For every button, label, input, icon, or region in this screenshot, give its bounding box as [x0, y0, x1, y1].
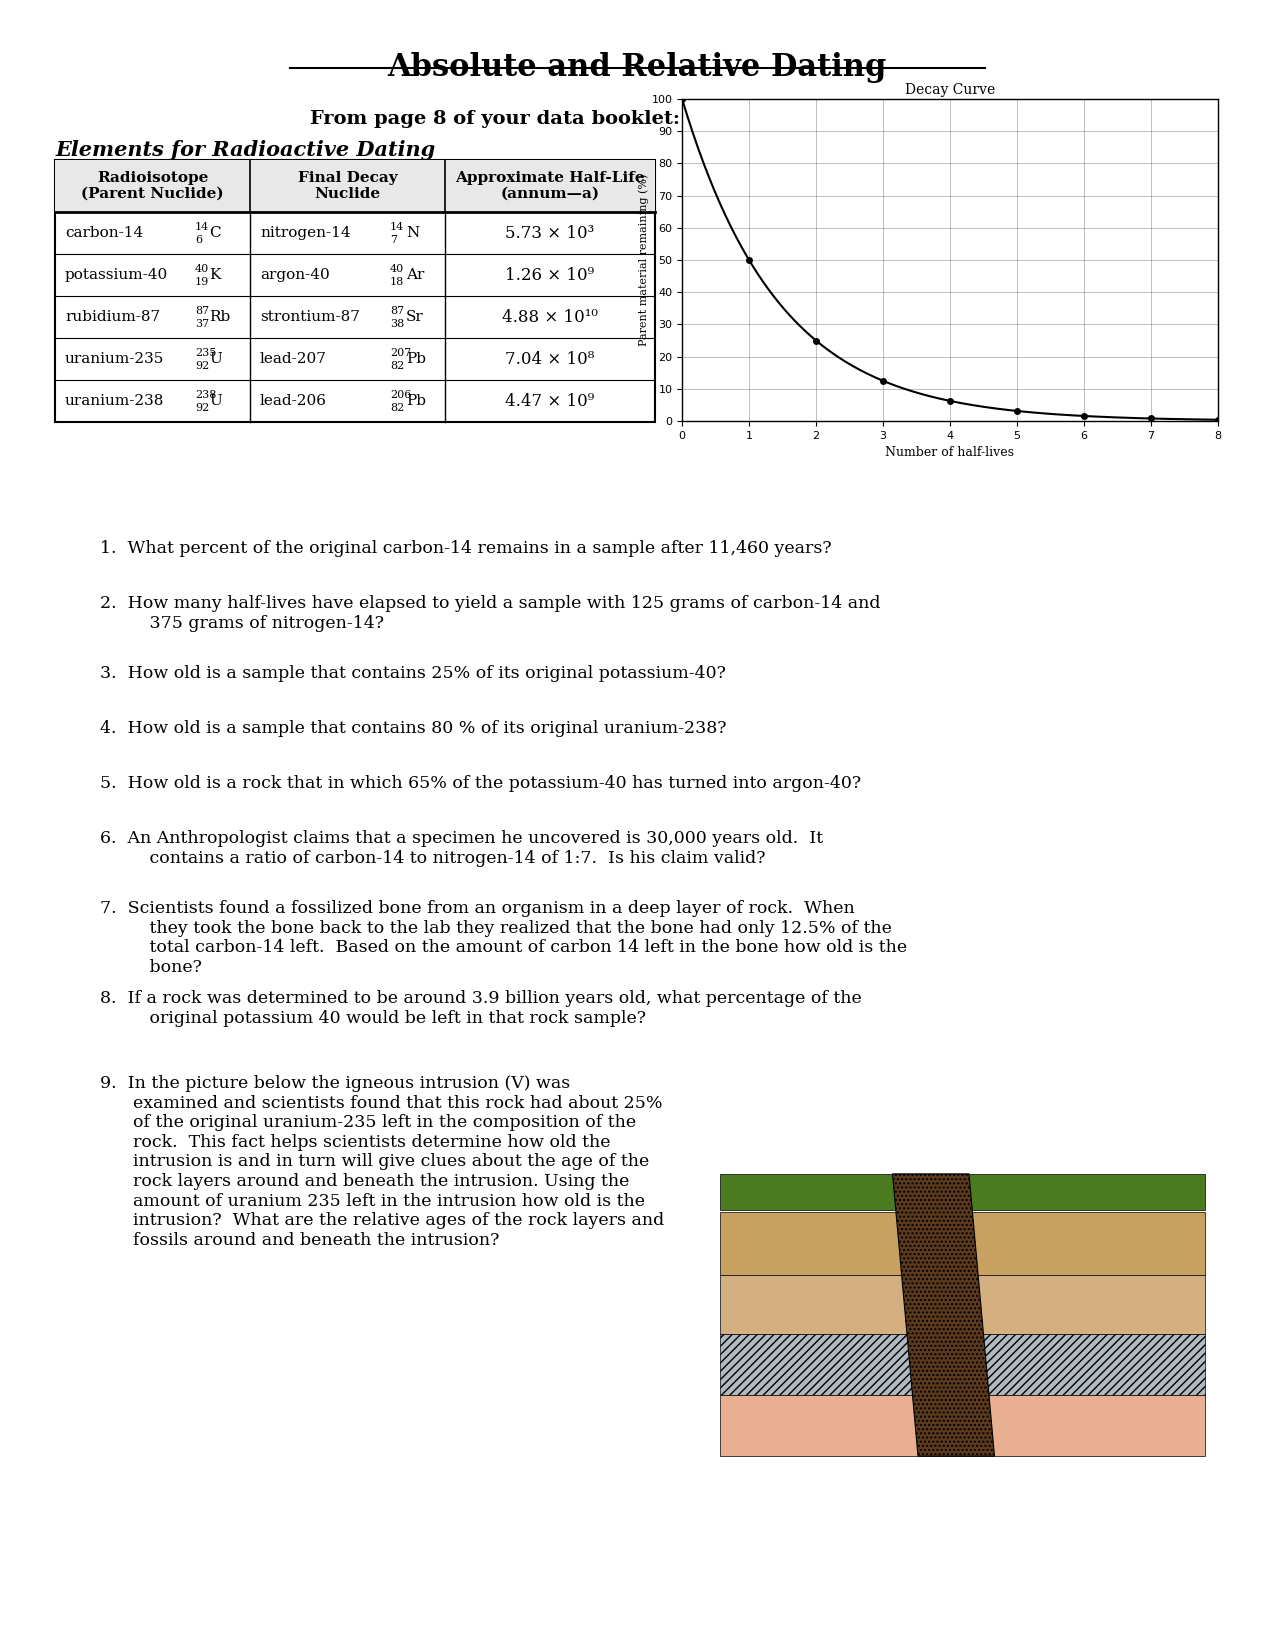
- Text: 38: 38: [390, 319, 404, 329]
- Text: 1.26 × 10⁹: 1.26 × 10⁹: [505, 266, 594, 284]
- Title: Decay Curve: Decay Curve: [905, 83, 995, 96]
- Text: U: U: [209, 352, 222, 367]
- Text: Radioisotope
(Parent Nuclide): Radioisotope (Parent Nuclide): [82, 172, 224, 201]
- Text: 37: 37: [195, 319, 209, 329]
- Text: lead-206: lead-206: [260, 395, 326, 408]
- Text: 207: 207: [390, 348, 412, 358]
- Text: 14: 14: [390, 221, 404, 233]
- Text: Elements for Radioactive Dating: Elements for Radioactive Dating: [55, 140, 435, 160]
- Text: uranium-235: uranium-235: [65, 352, 164, 367]
- Text: 238: 238: [195, 390, 217, 400]
- Text: 5.73 × 10³: 5.73 × 10³: [505, 225, 594, 241]
- Text: 🌿: 🌿: [761, 337, 769, 350]
- Text: 92: 92: [195, 362, 209, 371]
- Text: 4.88 × 10¹⁰: 4.88 × 10¹⁰: [502, 309, 598, 325]
- Text: Absolute and Relative Dating: Absolute and Relative Dating: [388, 51, 886, 83]
- Text: 18: 18: [390, 277, 404, 287]
- Text: Rb: Rb: [209, 310, 231, 324]
- Text: Pb: Pb: [405, 395, 426, 408]
- Text: 2.  How many half-lives have elapsed to yield a sample with 125 grams of carbon-: 2. How many half-lives have elapsed to y…: [99, 594, 881, 632]
- Text: 🐚: 🐚: [787, 216, 794, 229]
- Text: C: C: [209, 226, 221, 239]
- Text: 8.  If a rock was determined to be around 3.9 billion years old, what percentage: 8. If a rock was determined to be around…: [99, 991, 862, 1027]
- Text: 206: 206: [390, 390, 412, 400]
- Text: W: W: [1198, 220, 1211, 233]
- Text: K: K: [209, 267, 221, 282]
- Text: Approximate Half-Life
(annum—a): Approximate Half-Life (annum—a): [455, 172, 645, 201]
- Text: 9.  In the picture below the igneous intrusion (V) was
      examined and scient: 9. In the picture below the igneous intr…: [99, 1075, 664, 1248]
- Text: 6: 6: [195, 234, 203, 244]
- Text: Pb: Pb: [405, 352, 426, 367]
- Text: Y: Y: [1201, 342, 1209, 355]
- Text: 3.  How old is a sample that contains 25% of its original potassium-40?: 3. How old is a sample that contains 25%…: [99, 665, 725, 682]
- Text: 82: 82: [390, 362, 404, 371]
- Text: 6.  An Anthropologist claims that a specimen he uncovered is 30,000 years old.  : 6. An Anthropologist claims that a speci…: [99, 830, 824, 867]
- Text: rubidium-87: rubidium-87: [65, 310, 161, 324]
- Y-axis label: Parent material remaining (%): Parent material remaining (%): [638, 173, 649, 347]
- Text: 1.  What percent of the original carbon-14 remains in a sample after 11,460 year: 1. What percent of the original carbon-1…: [99, 540, 831, 556]
- Text: Z: Z: [1201, 401, 1209, 414]
- Text: potassium-40: potassium-40: [65, 267, 168, 282]
- Text: 🦴: 🦴: [1144, 216, 1151, 229]
- Text: 4.47 × 10⁹: 4.47 × 10⁹: [505, 393, 594, 409]
- Text: 🐚: 🐚: [1054, 403, 1062, 416]
- Text: Final Decay
Nuclide: Final Decay Nuclide: [297, 172, 398, 201]
- Text: U: U: [209, 395, 222, 408]
- Text: From page 8 of your data booklet:: From page 8 of your data booklet:: [310, 111, 680, 129]
- Text: 7.  Scientists found a fossilized bone from an organism in a deep layer of rock.: 7. Scientists found a fossilized bone fr…: [99, 900, 907, 976]
- Text: 235: 235: [195, 348, 217, 358]
- Text: argon-40: argon-40: [260, 267, 330, 282]
- Text: 19: 19: [195, 277, 209, 287]
- Text: 4.  How old is a sample that contains 80 % of its original uranium-238?: 4. How old is a sample that contains 80 …: [99, 720, 727, 736]
- Text: strontium-87: strontium-87: [260, 310, 360, 324]
- Text: uranium-238: uranium-238: [65, 395, 164, 408]
- Text: 40: 40: [390, 264, 404, 274]
- Text: 7.04 × 10⁸: 7.04 × 10⁸: [505, 350, 594, 368]
- Text: 92: 92: [195, 403, 209, 413]
- Text: nitrogen-14: nitrogen-14: [260, 226, 351, 239]
- Text: 82: 82: [390, 403, 404, 413]
- Text: 🦕: 🦕: [1105, 340, 1113, 353]
- Text: 14: 14: [195, 221, 209, 233]
- Text: 🦎: 🦎: [797, 395, 810, 414]
- Text: 87: 87: [390, 305, 404, 315]
- X-axis label: Number of half-lives: Number of half-lives: [885, 446, 1015, 459]
- Text: 5.  How old is a rock that in which 65% of the potassium-40 has turned into argo: 5. How old is a rock that in which 65% o…: [99, 774, 861, 792]
- Text: 7: 7: [390, 234, 397, 244]
- Text: Ar: Ar: [405, 267, 425, 282]
- Bar: [55, 160, 655, 423]
- Text: carbon-14: carbon-14: [65, 226, 143, 239]
- Text: 🐚: 🐚: [1042, 216, 1049, 229]
- Text: Sr: Sr: [405, 310, 423, 324]
- Text: 40: 40: [195, 264, 209, 274]
- Text: 87: 87: [195, 305, 209, 315]
- Text: N: N: [405, 226, 419, 239]
- Text: X: X: [1201, 279, 1209, 292]
- Bar: [55, 160, 655, 211]
- Text: lead-207: lead-207: [260, 352, 326, 367]
- Text: V: V: [938, 315, 949, 329]
